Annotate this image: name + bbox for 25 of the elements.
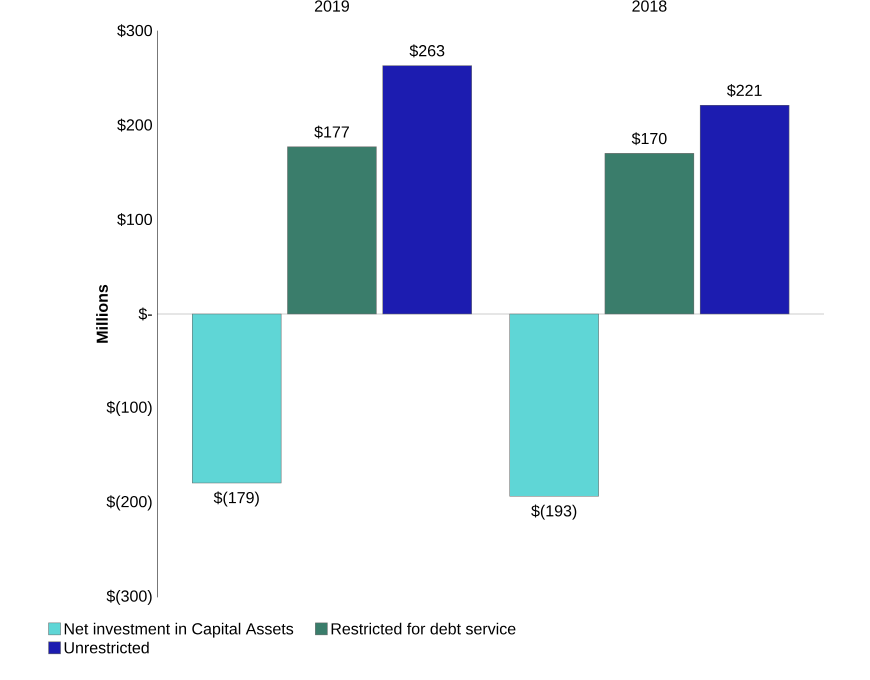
legend-label: Restricted for debt service xyxy=(332,622,516,634)
data-label: $263 xyxy=(410,44,444,58)
y-axis-title: Millions xyxy=(96,284,108,343)
legend-label: Unrestricted xyxy=(64,642,149,654)
x-tick-label: 2018 xyxy=(632,0,666,12)
y-tick-label: $(200) xyxy=(106,495,152,510)
data-label: $(179) xyxy=(214,491,259,506)
data-label: $170 xyxy=(632,132,667,146)
y-tick-label: $300 xyxy=(117,24,152,38)
x-tick-label: 2019 xyxy=(314,0,349,12)
data-label: $(193) xyxy=(531,504,576,520)
y-tick-label: $100 xyxy=(117,213,152,226)
data-label: $221 xyxy=(727,84,762,97)
bar xyxy=(382,65,472,314)
y-tick-label: $- xyxy=(138,308,152,320)
y-tick-label: $(100) xyxy=(106,400,152,416)
y-tick-label: $(300) xyxy=(106,590,152,605)
bar xyxy=(192,314,282,484)
bar xyxy=(700,104,790,314)
legend-label: Net investment in Capital Assets xyxy=(64,622,294,638)
bar xyxy=(604,153,694,314)
bar xyxy=(287,146,377,314)
y-tick-label: $200 xyxy=(117,118,152,132)
bar xyxy=(509,314,599,497)
data-label: $177 xyxy=(314,126,349,139)
